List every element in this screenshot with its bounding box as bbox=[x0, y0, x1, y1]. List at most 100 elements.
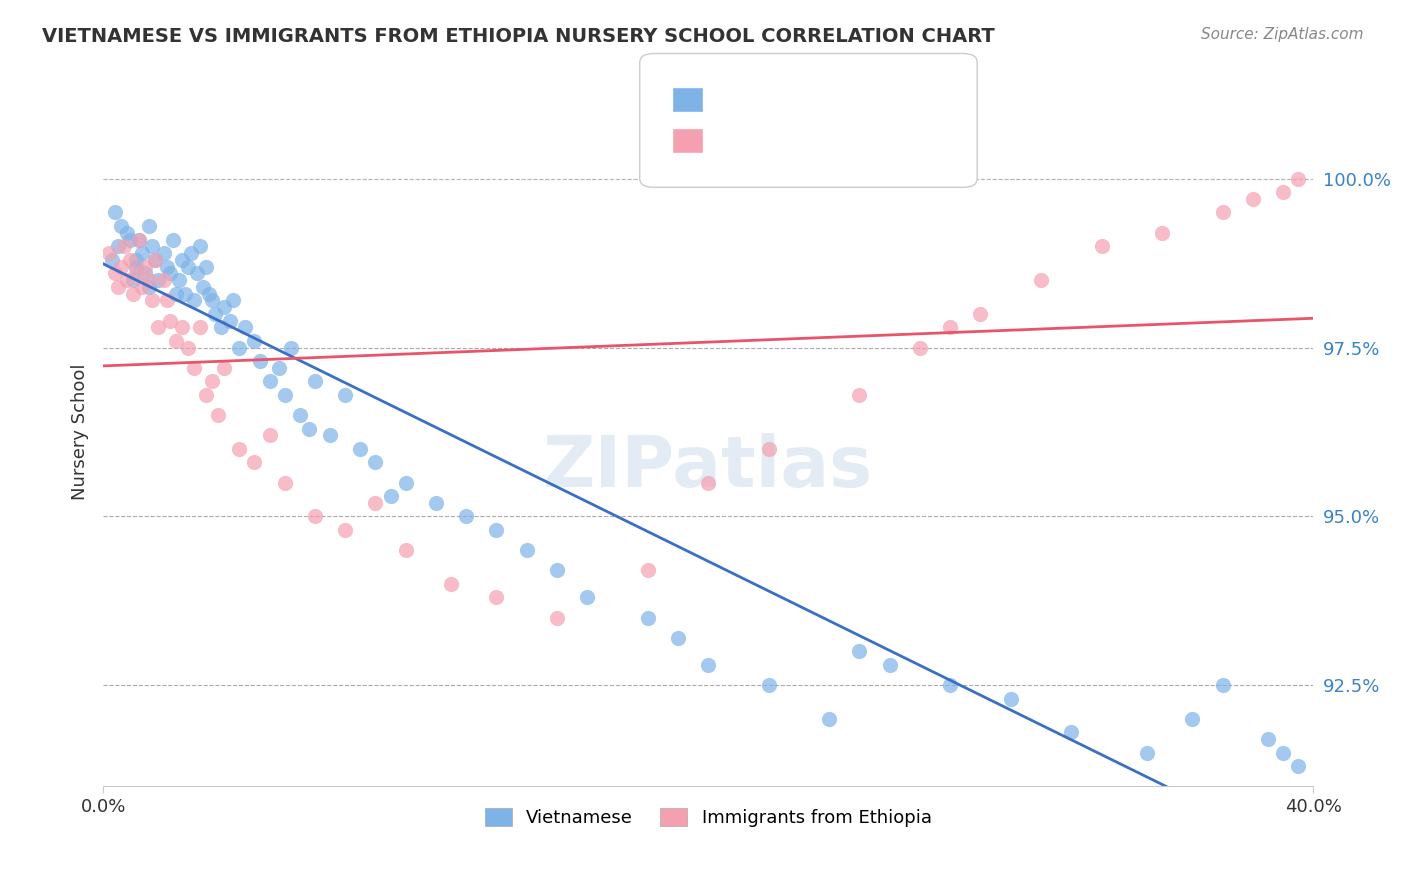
Point bbox=[141, 239, 163, 253]
Point bbox=[848, 644, 870, 658]
Point bbox=[152, 246, 174, 260]
Point bbox=[165, 286, 187, 301]
Point bbox=[143, 252, 166, 267]
Point bbox=[1181, 712, 1204, 726]
Point bbox=[243, 455, 266, 469]
Point bbox=[120, 233, 142, 247]
Point bbox=[1241, 192, 1264, 206]
Point bbox=[267, 360, 290, 375]
Point bbox=[120, 252, 142, 267]
Point bbox=[304, 509, 326, 524]
Point bbox=[165, 334, 187, 348]
Y-axis label: Nursery School: Nursery School bbox=[72, 364, 89, 500]
Point bbox=[969, 307, 991, 321]
Point bbox=[107, 279, 129, 293]
Point bbox=[288, 408, 311, 422]
Point bbox=[298, 421, 321, 435]
Point bbox=[333, 388, 356, 402]
Point bbox=[191, 279, 214, 293]
Point bbox=[112, 239, 135, 253]
Point bbox=[546, 563, 568, 577]
Point bbox=[134, 260, 156, 274]
Point bbox=[141, 293, 163, 308]
Point bbox=[273, 475, 295, 490]
Point bbox=[201, 293, 224, 308]
Point bbox=[195, 260, 218, 274]
Point bbox=[167, 273, 190, 287]
Point bbox=[101, 252, 124, 267]
Point bbox=[485, 591, 508, 605]
Text: R = 0.340   N = 53: R = 0.340 N = 53 bbox=[717, 132, 887, 150]
Point bbox=[122, 286, 145, 301]
Point bbox=[117, 273, 139, 287]
Point bbox=[98, 246, 121, 260]
Point bbox=[1286, 759, 1309, 773]
Point bbox=[1286, 171, 1309, 186]
Point bbox=[138, 273, 160, 287]
Point bbox=[1090, 239, 1112, 253]
Point bbox=[637, 610, 659, 624]
Point bbox=[146, 320, 169, 334]
Point bbox=[485, 523, 508, 537]
Text: VIETNAMESE VS IMMIGRANTS FROM ETHIOPIA NURSERY SCHOOL CORRELATION CHART: VIETNAMESE VS IMMIGRANTS FROM ETHIOPIA N… bbox=[42, 27, 995, 45]
Point bbox=[222, 293, 245, 308]
Point bbox=[546, 610, 568, 624]
Point bbox=[180, 246, 202, 260]
Point bbox=[939, 320, 962, 334]
Point bbox=[117, 226, 139, 240]
Point bbox=[228, 341, 250, 355]
Point bbox=[758, 442, 780, 456]
Point bbox=[1060, 725, 1083, 739]
Point bbox=[177, 260, 200, 274]
Point bbox=[516, 543, 538, 558]
Point bbox=[131, 246, 153, 260]
Point bbox=[128, 233, 150, 247]
Point bbox=[425, 496, 447, 510]
Point bbox=[122, 273, 145, 287]
Point bbox=[212, 360, 235, 375]
Point bbox=[138, 279, 160, 293]
Point bbox=[156, 260, 179, 274]
Point bbox=[259, 428, 281, 442]
Point bbox=[440, 577, 463, 591]
Point bbox=[107, 239, 129, 253]
Point bbox=[364, 496, 387, 510]
Point bbox=[1211, 678, 1233, 692]
Point bbox=[1029, 273, 1052, 287]
Point bbox=[879, 657, 901, 672]
Point bbox=[195, 388, 218, 402]
Point bbox=[162, 233, 184, 247]
Point bbox=[697, 475, 720, 490]
Point bbox=[1136, 746, 1159, 760]
Point bbox=[207, 408, 229, 422]
Point bbox=[395, 543, 418, 558]
Point bbox=[212, 300, 235, 314]
Point bbox=[758, 678, 780, 692]
Point bbox=[188, 239, 211, 253]
Point bbox=[908, 341, 931, 355]
Point bbox=[349, 442, 371, 456]
Point bbox=[1272, 746, 1295, 760]
Point bbox=[848, 388, 870, 402]
Point bbox=[170, 320, 193, 334]
Point bbox=[456, 509, 478, 524]
Point bbox=[138, 219, 160, 233]
Point bbox=[159, 266, 181, 280]
Point bbox=[1211, 205, 1233, 219]
Point bbox=[146, 273, 169, 287]
Point bbox=[198, 286, 221, 301]
Point bbox=[637, 563, 659, 577]
Point bbox=[110, 260, 132, 274]
Point bbox=[177, 341, 200, 355]
Point bbox=[273, 388, 295, 402]
Point bbox=[170, 252, 193, 267]
Point bbox=[233, 320, 256, 334]
Point bbox=[1257, 732, 1279, 747]
Point bbox=[939, 678, 962, 692]
Point bbox=[576, 591, 599, 605]
Point bbox=[395, 475, 418, 490]
Point bbox=[134, 266, 156, 280]
Point bbox=[110, 219, 132, 233]
Point bbox=[201, 374, 224, 388]
Point bbox=[183, 360, 205, 375]
